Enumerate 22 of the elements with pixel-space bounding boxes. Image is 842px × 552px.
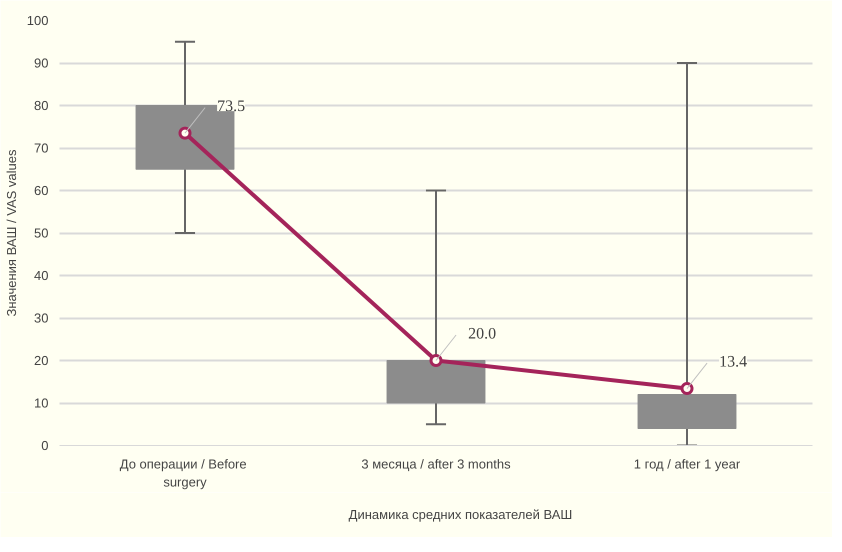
- data-label: 20.0: [468, 326, 496, 342]
- point: [680, 382, 694, 396]
- y-tick-label: 50: [34, 226, 49, 240]
- data-label: 73.5: [217, 98, 246, 116]
- data-label: 13.4: [719, 354, 748, 371]
- x-tick-label: 1 год / after 1 year: [634, 456, 741, 472]
- y-tick-label: 100: [26, 13, 49, 28]
- y-tick-label: 20: [34, 353, 49, 368]
- x-tick-label: 3 месяца / after 3 months: [361, 456, 512, 472]
- y-tick-label: 0: [41, 438, 49, 453]
- y-tick-label: 40: [34, 268, 49, 283]
- y-tick-label: 80: [34, 98, 49, 113]
- x-tick-label: До операции / Before surgery: [120, 456, 247, 490]
- y-tick-label: 70: [34, 140, 49, 156]
- y-tick-label: 60: [34, 183, 49, 198]
- point: [178, 126, 192, 140]
- y-tick-label: 90: [34, 56, 49, 70]
- text: Динамика средних показателей ВАШ: [348, 507, 572, 522]
- y-axis-title: Значения ВАШ / VAS values: [4, 149, 19, 316]
- y-tick-label: 30: [34, 310, 49, 326]
- y-tick-label: 10: [34, 396, 49, 410]
- point: [430, 354, 442, 367]
